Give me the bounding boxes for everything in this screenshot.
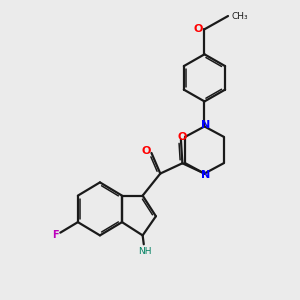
Text: N: N xyxy=(201,120,210,130)
Text: F: F xyxy=(52,230,59,240)
Text: O: O xyxy=(142,146,151,157)
Text: CH₃: CH₃ xyxy=(232,11,248,20)
Text: NH: NH xyxy=(138,247,152,256)
Text: O: O xyxy=(178,132,187,142)
Text: N: N xyxy=(201,170,210,180)
Text: O: O xyxy=(193,24,203,34)
